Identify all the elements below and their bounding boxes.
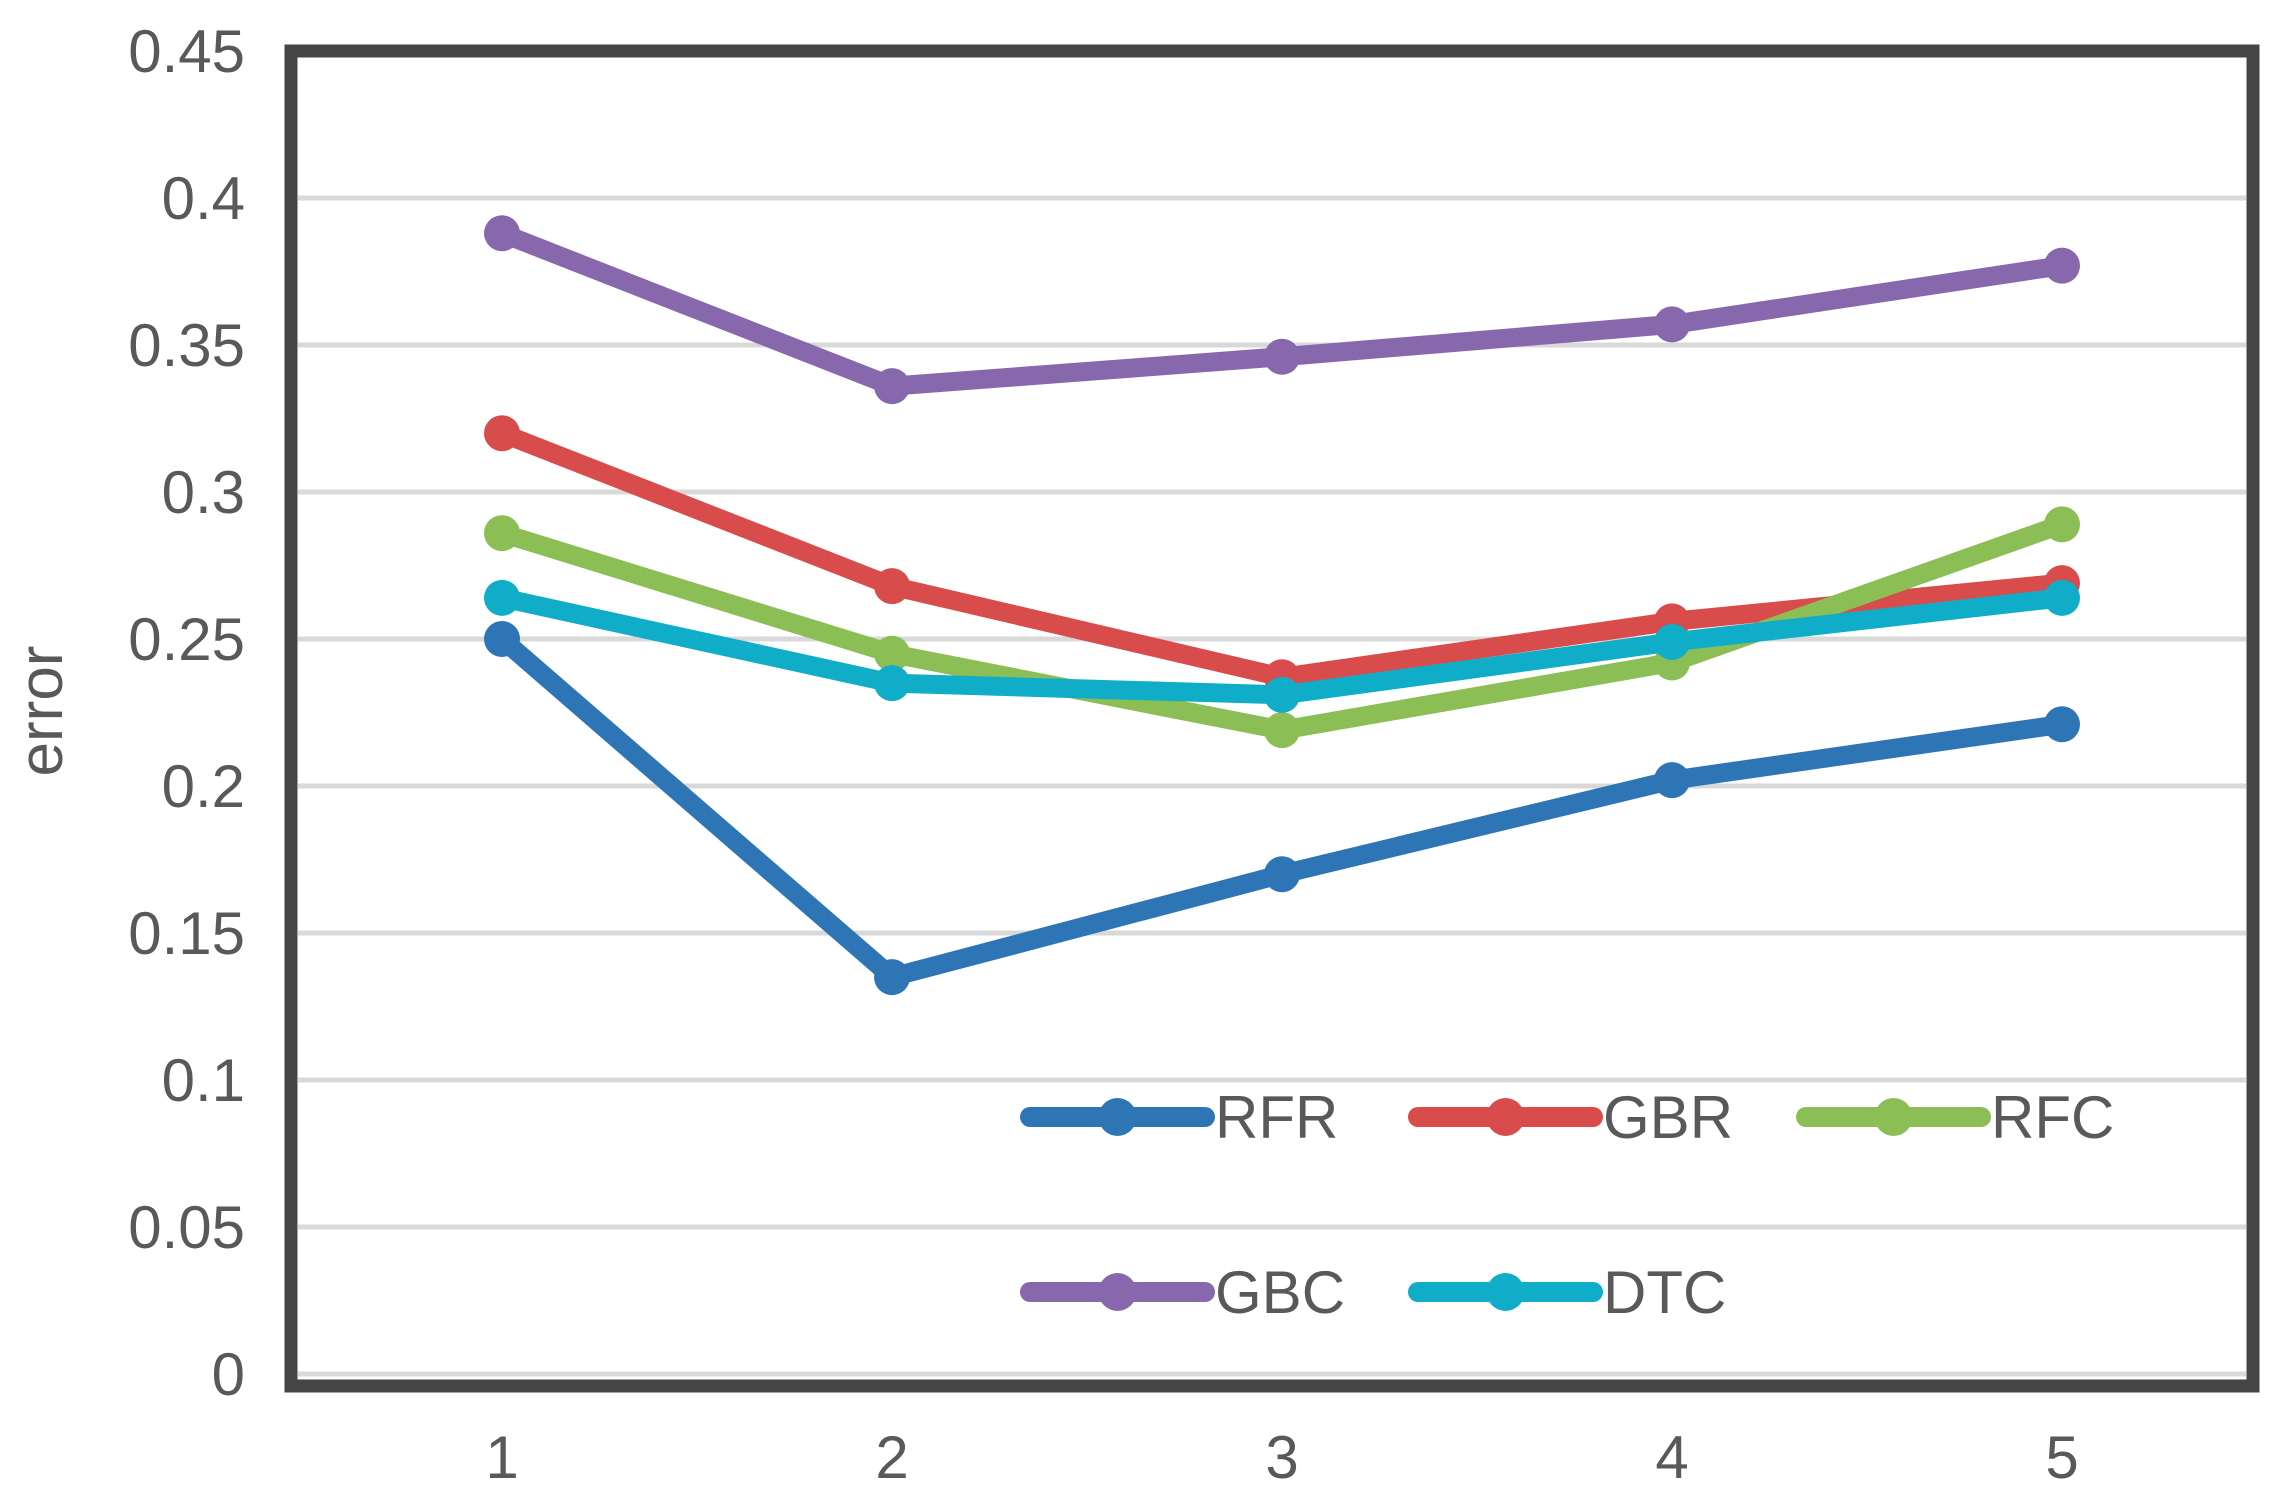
y-tick-label-0.35: 0.35 <box>128 312 245 379</box>
y-tick-label-0.25: 0.25 <box>128 606 245 673</box>
x-tick-label-4: 4 <box>1655 1424 1688 1491</box>
x-tick-label-5: 5 <box>2045 1424 2078 1491</box>
y-tick-label-0.15: 0.15 <box>128 900 245 967</box>
legend-marker-RFC <box>1874 1098 1913 1136</box>
y-tick-label-0.3: 0.3 <box>162 459 245 526</box>
data-point-RFR-x4 <box>1654 762 1690 799</box>
legend-layer: RFR GBR RFC GBC DTC <box>1020 1084 2114 1326</box>
legend-label-RFR: RFR <box>1215 1084 1338 1151</box>
data-point-RFR-x5 <box>2044 706 2080 743</box>
data-point-GBC-x4 <box>1654 306 1690 343</box>
legend-item-GBC: GBC <box>1020 1259 1345 1326</box>
data-point-DTC-x5 <box>2044 579 2080 616</box>
series-RFR <box>484 621 2080 996</box>
data-point-GBC-x2 <box>874 368 910 405</box>
series-GBC <box>484 215 2080 405</box>
data-point-DTC-x1 <box>484 579 520 616</box>
legend-marker-RFR <box>1098 1098 1137 1136</box>
data-point-RFR-x1 <box>484 621 520 657</box>
series-layer <box>484 215 2080 996</box>
x-tick-label-1: 1 <box>485 1424 518 1491</box>
legend-item-RFR: RFR <box>1020 1084 1338 1151</box>
data-point-GBR-x2 <box>874 568 910 605</box>
data-point-DTC-x4 <box>1654 623 1690 660</box>
series-DTC <box>484 579 2080 713</box>
y-tick-label-0.05: 0.05 <box>128 1194 245 1261</box>
data-point-DTC-x2 <box>874 665 910 702</box>
data-point-DTC-x3 <box>1264 676 1300 713</box>
data-point-RFC-x1 <box>484 515 520 552</box>
data-point-RFC-x2 <box>874 635 910 672</box>
y-tick-label-0.1: 0.1 <box>162 1047 245 1114</box>
axis-labels-layer: 0 0.05 0.1 0.15 0.2 0.25 0.3 0.35 0.4 0.45 1 2 3 4 5 <box>128 18 2078 1491</box>
legend-label-RFC: RFC <box>1991 1084 2114 1151</box>
data-point-GBC-x5 <box>2044 247 2080 284</box>
y-tick-label-0.4: 0.4 <box>162 165 245 232</box>
data-point-GBC-x1 <box>484 215 520 252</box>
y-tick-label-0.2: 0.2 <box>162 753 245 820</box>
x-tick-label-2: 2 <box>875 1424 908 1491</box>
y-tick-label-0: 0 <box>212 1341 245 1408</box>
plot-border-layer <box>284 44 2260 1393</box>
y-tick-label-0.45: 0.45 <box>128 18 245 85</box>
legend-marker-GBR <box>1486 1098 1525 1136</box>
data-point-RFR-x3 <box>1264 856 1300 893</box>
data-point-RFR-x2 <box>874 959 910 996</box>
x-tick-label-3: 3 <box>1265 1424 1298 1491</box>
legend-label-DTC: DTC <box>1603 1259 1726 1326</box>
data-point-GBC-x3 <box>1264 338 1300 375</box>
legend-marker-GBC <box>1098 1273 1137 1311</box>
legend-item-GBR: GBR <box>1408 1084 1733 1151</box>
legend-marker-DTC <box>1486 1273 1525 1311</box>
data-point-RFC-x5 <box>2044 506 2080 543</box>
data-point-GBR-x1 <box>484 415 520 452</box>
legend-label-GBR: GBR <box>1603 1084 1733 1151</box>
plot-border <box>284 44 2260 1393</box>
data-point-RFC-x3 <box>1264 712 1300 749</box>
legend-item-RFC: RFC <box>1796 1084 2114 1151</box>
legend-label-GBC: GBC <box>1215 1259 1345 1326</box>
y-axis-title: error <box>7 646 76 777</box>
legend-item-DTC: DTC <box>1408 1259 1726 1326</box>
